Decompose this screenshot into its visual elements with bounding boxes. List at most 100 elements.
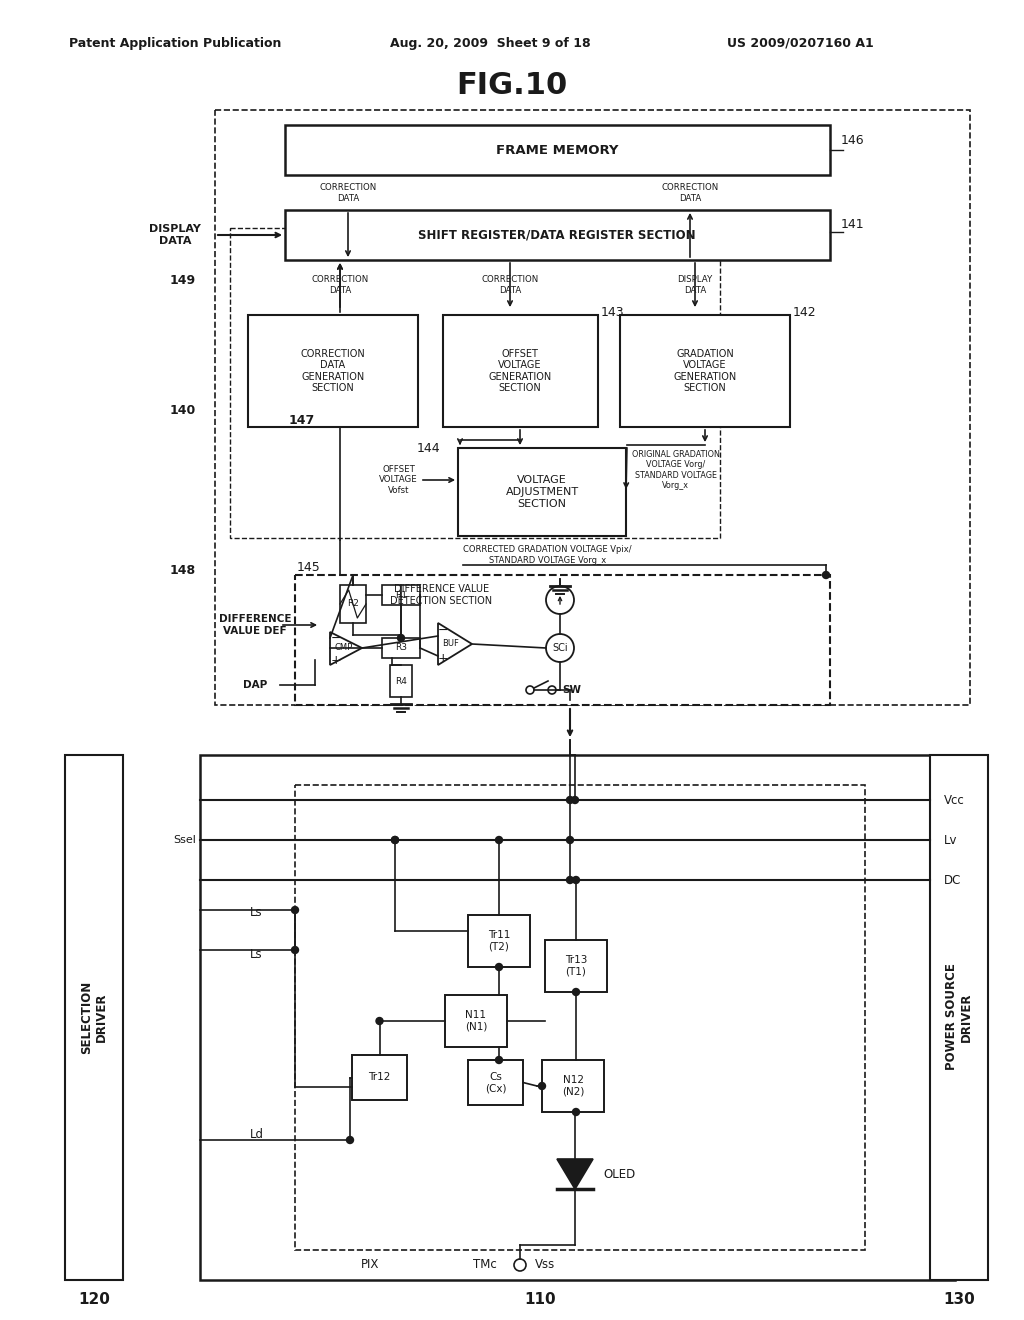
Circle shape [292, 907, 299, 913]
Circle shape [496, 1056, 503, 1064]
Text: CORRECTION
DATA: CORRECTION DATA [662, 183, 719, 203]
Bar [542, 1060, 604, 1111]
Text: SCi: SCi [552, 643, 568, 653]
Bar [65, 755, 123, 1280]
Text: R1: R1 [395, 590, 407, 599]
Circle shape [496, 964, 503, 970]
Bar [285, 125, 830, 176]
Bar [285, 210, 830, 260]
Text: BUF: BUF [442, 639, 460, 648]
Circle shape [539, 1082, 546, 1089]
Text: 141: 141 [841, 219, 864, 231]
Text: Patent Application Publication: Patent Application Publication [69, 37, 282, 49]
Text: FIG.10: FIG.10 [457, 70, 567, 99]
Bar [445, 995, 507, 1047]
Text: POWER SOURCE
DRIVER: POWER SOURCE DRIVER [945, 964, 973, 1071]
Circle shape [376, 1018, 383, 1024]
Text: 142: 142 [793, 306, 816, 319]
Circle shape [346, 1137, 353, 1143]
Text: CORRECTION
DATA: CORRECTION DATA [319, 183, 377, 203]
Circle shape [822, 572, 829, 578]
Text: US 2009/0207160 A1: US 2009/0207160 A1 [727, 37, 873, 49]
Text: Aug. 20, 2009  Sheet 9 of 18: Aug. 20, 2009 Sheet 9 of 18 [390, 37, 590, 49]
Bar [352, 1055, 407, 1100]
Bar [200, 755, 955, 1280]
Text: 120: 120 [78, 1292, 110, 1308]
Circle shape [572, 1109, 580, 1115]
Text: CORRECTED GRADATION VOLTAGE Vpix/
STANDARD VOLTAGE Vorg_x: CORRECTED GRADATION VOLTAGE Vpix/ STANDA… [463, 545, 632, 565]
Text: Ls: Ls [250, 949, 262, 961]
Text: CORRECTION
DATA
GENERATION
SECTION: CORRECTION DATA GENERATION SECTION [301, 348, 366, 393]
Text: 145: 145 [297, 561, 321, 574]
Text: R3: R3 [395, 644, 407, 652]
Text: 147: 147 [289, 413, 315, 426]
Text: CORRECTION
DATA: CORRECTION DATA [311, 276, 369, 294]
Text: Ssel: Ssel [173, 836, 196, 845]
Text: 149: 149 [170, 273, 196, 286]
Text: SHIFT REGISTER/DATA REGISTER SECTION: SHIFT REGISTER/DATA REGISTER SECTION [418, 228, 696, 242]
Text: 144: 144 [417, 441, 440, 454]
Text: Ld: Ld [250, 1129, 264, 1142]
Text: ORIGINAL GRADATION
VOLTAGE Vorg/
STANDARD VOLTAGE
Vorg_x: ORIGINAL GRADATION VOLTAGE Vorg/ STANDAR… [632, 450, 720, 490]
Circle shape [566, 796, 573, 804]
Text: Cs
(Cx): Cs (Cx) [484, 1072, 506, 1093]
Text: GRADATION
VOLTAGE
GENERATION
SECTION: GRADATION VOLTAGE GENERATION SECTION [674, 348, 736, 393]
Circle shape [572, 876, 580, 883]
Bar [930, 755, 988, 1280]
Polygon shape [557, 1159, 593, 1189]
Text: SELECTION
DRIVER: SELECTION DRIVER [80, 981, 108, 1053]
Bar [545, 940, 607, 993]
Bar [620, 315, 790, 426]
Text: DC: DC [944, 874, 962, 887]
Bar [382, 585, 420, 605]
Text: CMP: CMP [335, 644, 353, 652]
Bar [230, 228, 720, 539]
Text: Tr11
(T2): Tr11 (T2) [487, 931, 510, 952]
Circle shape [496, 837, 503, 843]
Text: R4: R4 [395, 676, 407, 685]
Bar [468, 1060, 523, 1105]
Text: N11
(N1): N11 (N1) [465, 1010, 487, 1032]
Text: +: + [437, 652, 449, 664]
Text: Lv: Lv [944, 833, 957, 846]
Text: OFFSET
VOLTAGE
Vofst: OFFSET VOLTAGE Vofst [379, 465, 418, 495]
Text: N12
(N2): N12 (N2) [562, 1076, 584, 1097]
Text: PIX: PIX [360, 1258, 379, 1271]
Text: DISPLAY
DATA: DISPLAY DATA [150, 224, 201, 246]
Text: 130: 130 [943, 1292, 975, 1308]
Bar [295, 785, 865, 1250]
Text: SW: SW [562, 685, 581, 696]
Bar [443, 315, 598, 426]
Circle shape [571, 796, 579, 804]
Text: −: − [331, 631, 341, 644]
Text: Vss: Vss [535, 1258, 555, 1271]
Text: FRAME MEMORY: FRAME MEMORY [496, 144, 618, 157]
Text: R2: R2 [347, 599, 359, 609]
Circle shape [566, 876, 573, 883]
Text: 146: 146 [841, 133, 864, 147]
Text: −: − [437, 623, 449, 636]
Text: DISPLAY
DATA: DISPLAY DATA [677, 276, 713, 294]
Text: TMc: TMc [473, 1258, 497, 1271]
Text: DAP: DAP [243, 680, 267, 690]
Circle shape [572, 989, 580, 995]
Circle shape [292, 946, 299, 953]
Bar [340, 585, 366, 623]
Bar [248, 315, 418, 426]
Bar [458, 447, 626, 536]
Circle shape [391, 837, 398, 843]
Text: Tr13
(T1): Tr13 (T1) [565, 956, 587, 977]
Text: DIFFERENCE
VALUE DEF: DIFFERENCE VALUE DEF [219, 614, 291, 636]
Bar [390, 665, 412, 697]
Text: 110: 110 [524, 1292, 556, 1308]
Text: OFFSET
VOLTAGE
GENERATION
SECTION: OFFSET VOLTAGE GENERATION SECTION [488, 348, 552, 393]
Text: 148: 148 [170, 564, 196, 577]
Text: 140: 140 [170, 404, 196, 417]
Circle shape [397, 635, 404, 642]
Text: CORRECTION
DATA: CORRECTION DATA [481, 276, 539, 294]
Text: VOLTAGE
ADJUSTMENT
SECTION: VOLTAGE ADJUSTMENT SECTION [506, 475, 579, 508]
Circle shape [391, 837, 398, 843]
Text: Tr12: Tr12 [369, 1072, 391, 1082]
Bar [215, 110, 970, 705]
Bar [468, 915, 530, 968]
